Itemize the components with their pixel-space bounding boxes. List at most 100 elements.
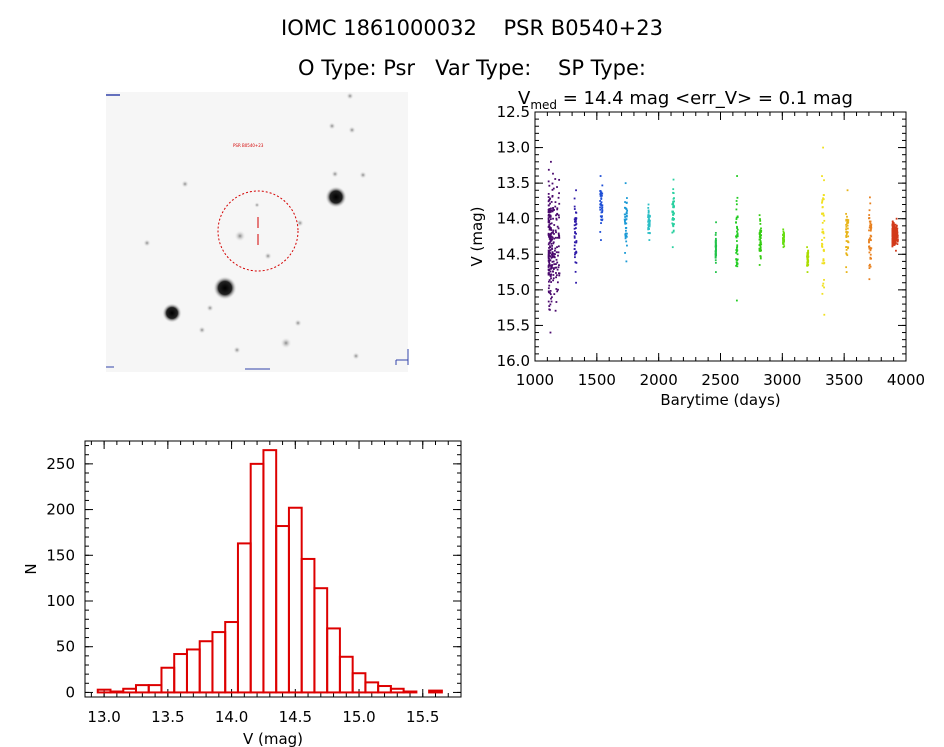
data-point <box>846 254 849 257</box>
data-point <box>715 245 717 247</box>
data-point <box>821 262 824 265</box>
data-point <box>549 202 551 205</box>
data-point <box>548 234 550 237</box>
observation-season-6 <box>671 178 676 249</box>
data-point <box>599 206 601 209</box>
data-point <box>806 271 809 273</box>
data-point <box>575 232 577 235</box>
data-point <box>575 217 577 220</box>
data-point <box>547 211 550 214</box>
data-point <box>821 228 824 231</box>
data-point <box>758 264 761 266</box>
data-point <box>891 240 894 243</box>
data-point <box>891 234 894 236</box>
data-point <box>624 235 627 238</box>
data-point <box>891 241 894 244</box>
data-point <box>759 238 761 241</box>
data-point <box>600 194 603 197</box>
data-point <box>821 175 823 177</box>
data-point <box>782 236 785 239</box>
data-point <box>624 237 627 240</box>
data-point <box>806 255 809 257</box>
data-point <box>894 234 896 237</box>
data-point <box>891 230 894 232</box>
data-point <box>672 204 675 207</box>
data-point <box>557 214 560 217</box>
data-point <box>647 206 650 209</box>
data-point <box>822 258 825 261</box>
x-tick-label: 15.5 <box>406 708 439 726</box>
data-point <box>672 213 675 216</box>
data-point <box>892 230 895 233</box>
data-point <box>869 246 871 249</box>
data-point <box>869 196 871 199</box>
data-point <box>891 229 894 232</box>
data-point <box>895 235 898 238</box>
data-point <box>672 206 675 209</box>
data-point <box>894 236 897 239</box>
data-point <box>549 197 552 200</box>
data-point <box>735 251 738 254</box>
data-point <box>759 255 762 258</box>
data-point <box>807 264 809 267</box>
data-point <box>893 233 896 236</box>
x-tick-label: 4000 <box>887 371 925 389</box>
data-point <box>558 272 561 275</box>
data-point <box>893 241 895 244</box>
data-point <box>573 208 576 210</box>
data-point <box>548 221 551 224</box>
lightcurve-title-subscript: med <box>530 98 557 112</box>
data-point <box>547 221 550 223</box>
data-point <box>893 224 895 227</box>
data-point <box>548 284 551 287</box>
data-point <box>891 235 894 237</box>
data-point <box>736 262 739 265</box>
data-point <box>847 235 850 238</box>
data-point <box>736 233 739 236</box>
data-point <box>891 232 894 235</box>
data-point <box>894 239 897 242</box>
data-point <box>893 226 896 229</box>
lightcurve-y-ticks: 12.5 13.0 13.5 14.0 14.5 15.0 15.5 16.0 <box>497 103 906 370</box>
data-point <box>547 200 550 203</box>
observation-season-5 <box>647 203 651 241</box>
data-point <box>845 218 848 221</box>
data-point <box>823 236 826 239</box>
data-point <box>714 237 717 240</box>
data-point <box>600 197 603 200</box>
data-point <box>714 251 717 254</box>
data-point <box>573 218 576 221</box>
data-point <box>671 203 674 206</box>
data-point <box>893 231 896 234</box>
data-point <box>759 255 762 257</box>
data-point <box>736 249 739 252</box>
data-point <box>550 266 553 269</box>
data-point <box>846 222 848 224</box>
data-point <box>845 266 848 269</box>
data-point <box>555 272 557 274</box>
data-point <box>846 231 849 234</box>
data-point <box>823 250 825 252</box>
data-point <box>845 223 848 226</box>
data-point <box>547 232 550 235</box>
data-point <box>896 231 899 234</box>
data-point <box>547 221 550 224</box>
observation-season-7 <box>714 221 718 273</box>
data-point <box>759 244 762 247</box>
data-point <box>735 264 738 267</box>
data-point <box>891 234 894 237</box>
data-point <box>891 232 894 235</box>
data-point <box>671 231 674 234</box>
data-point <box>893 230 896 232</box>
data-point <box>759 247 762 250</box>
data-point <box>672 230 675 233</box>
data-point <box>625 212 628 215</box>
data-point <box>625 202 628 204</box>
data-point <box>599 203 602 206</box>
data-point <box>547 214 550 216</box>
data-point <box>557 245 560 248</box>
data-point <box>758 233 761 235</box>
data-point <box>821 284 824 287</box>
y-tick-label: 16.0 <box>497 352 530 370</box>
data-point <box>896 231 899 234</box>
